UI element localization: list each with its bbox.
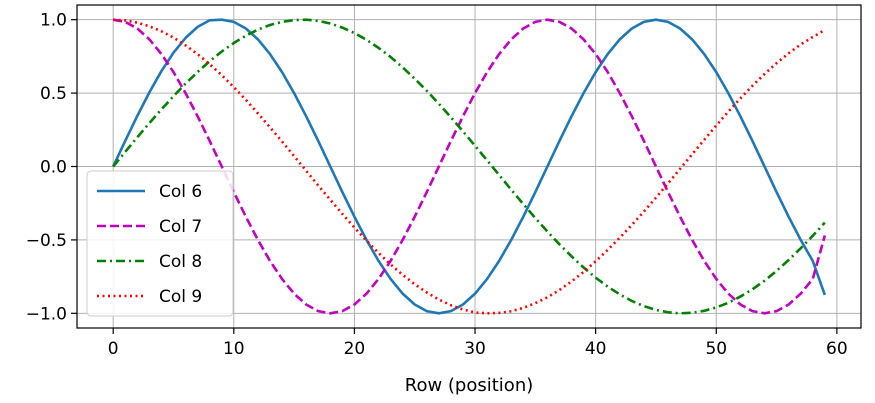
y-tick-label: 0.5 — [40, 84, 67, 104]
x-tick-label: 40 — [585, 339, 607, 359]
series-line — [112, 18, 827, 315]
x-axis-title: Row (position) — [405, 375, 534, 396]
legend-label: Col 9 — [159, 287, 202, 307]
legend-label: Col 7 — [159, 217, 202, 237]
series-line — [112, 18, 826, 315]
legend-label: Col 6 — [159, 182, 202, 202]
series-line — [113, 18, 826, 315]
x-tick-label: 30 — [464, 339, 486, 359]
x-tick-label: 20 — [344, 339, 366, 359]
legend-label: Col 8 — [159, 252, 202, 272]
x-tick-label: 0 — [108, 339, 119, 359]
x-tick-label: 60 — [826, 339, 848, 359]
x-tick-label: 10 — [223, 339, 245, 359]
x-tick-label: 50 — [705, 339, 727, 359]
y-tick-label: −1.0 — [26, 304, 67, 324]
legend-box — [86, 170, 234, 317]
y-tick-label: −0.5 — [26, 231, 67, 251]
y-tick-label: 0.0 — [40, 158, 67, 178]
legend: Col 6 Col 7 Col 8 Col 9 — [86, 170, 234, 317]
axis-ticks: 0 10 20 30 40 50 60 −1.0 −0.5 0.0 0.5 1.0 — [26, 11, 848, 359]
y-tick-label: 1.0 — [40, 11, 67, 31]
